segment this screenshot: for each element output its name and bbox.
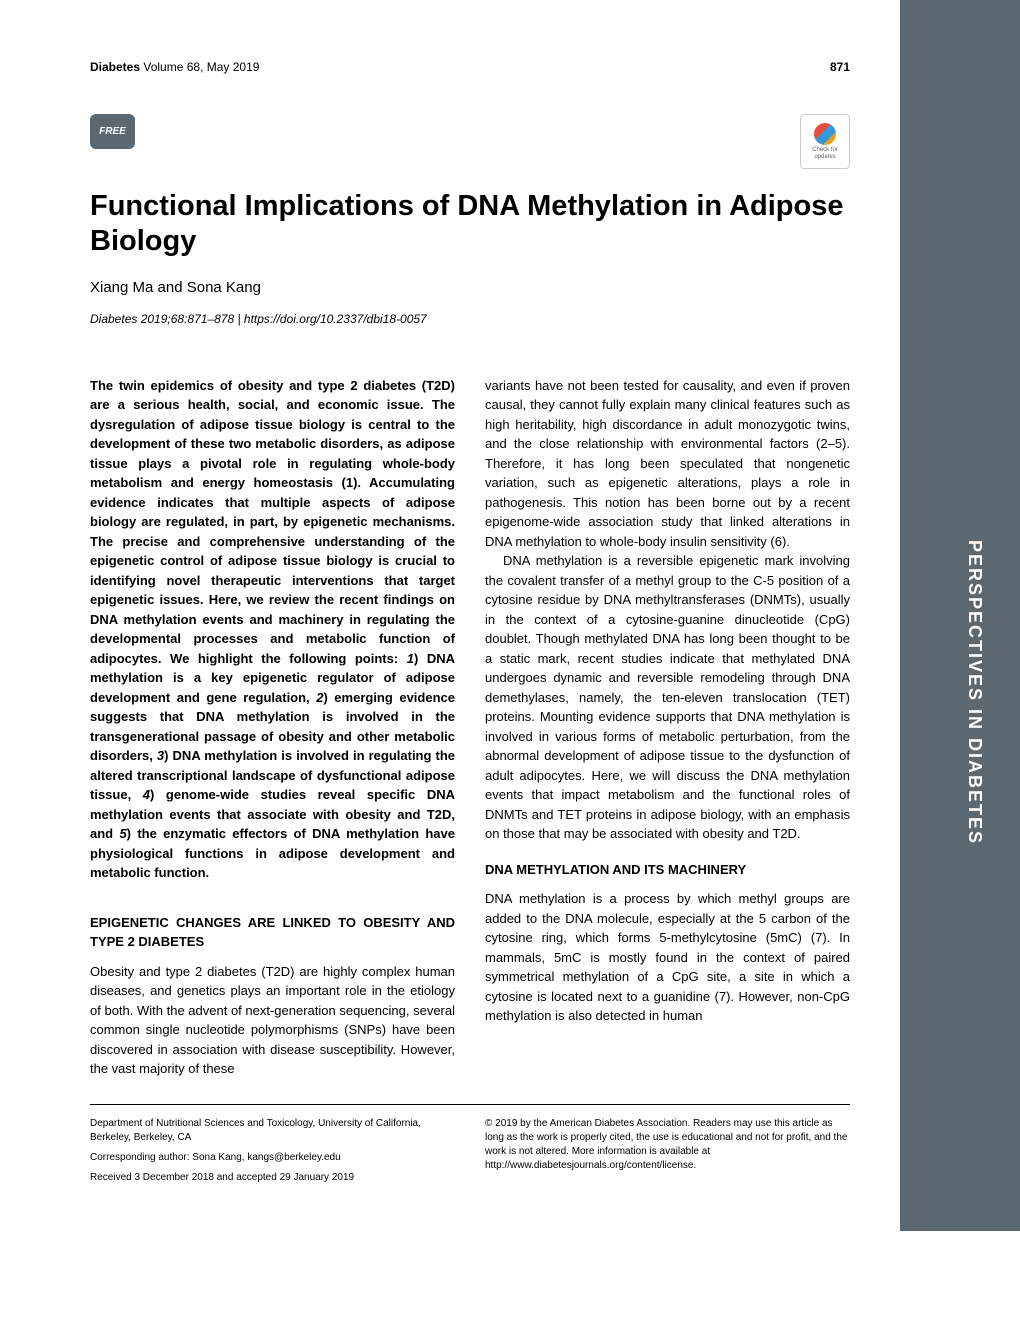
section2-p1: DNA methylation is a process by which me…: [485, 889, 850, 1026]
page-header: Diabetes Volume 68, May 2019 871: [90, 60, 850, 74]
footer-right: © 2019 by the American Diabetes Associat…: [485, 1117, 850, 1191]
left-column: The twin epidemics of obesity and type 2…: [90, 376, 455, 1079]
crossmark-badge[interactable]: Check for updates: [800, 114, 850, 169]
journal-name: Diabetes: [90, 60, 140, 74]
page-number: 871: [830, 60, 850, 74]
body-columns: The twin epidemics of obesity and type 2…: [90, 376, 850, 1079]
badge-row: FREE Check for updates: [90, 114, 850, 169]
authors: Xiang Ma and Sona Kang: [90, 279, 850, 296]
doi-line: Diabetes 2019;68:871–878 | https://doi.o…: [90, 312, 850, 326]
main-content: Diabetes Volume 68, May 2019 871 FREE Ch…: [0, 0, 900, 1231]
footer-left: Department of Nutritional Sciences and T…: [90, 1117, 455, 1191]
received-date: Received 3 December 2018 and accepted 29…: [90, 1171, 455, 1185]
corresponding-author: Corresponding author: Sona Kang, kangs@b…: [90, 1151, 455, 1165]
free-badge-icon: FREE: [90, 114, 135, 149]
crossmark-icon: [814, 123, 836, 145]
section2-heading: DNA METHYLATION AND ITS MACHINERY: [485, 860, 850, 880]
section1-p3: DNA methylation is a reversible epigenet…: [485, 551, 850, 844]
footer: Department of Nutritional Sciences and T…: [90, 1104, 850, 1191]
article-title: Functional Implications of DNA Methylati…: [90, 189, 850, 259]
affiliation: Department of Nutritional Sciences and T…: [90, 1117, 455, 1145]
volume-info: Volume 68, May 2019: [143, 60, 259, 74]
section1-heading: EPIGENETIC CHANGES ARE LINKED TO OBESITY…: [90, 913, 455, 952]
copyright: © 2019 by the American Diabetes Associat…: [485, 1117, 850, 1173]
crossmark-label: Check for updates: [804, 147, 846, 160]
section1-p1: Obesity and type 2 diabetes (T2D) are hi…: [90, 962, 455, 1079]
journal-info: Diabetes Volume 68, May 2019: [90, 60, 259, 74]
sidebar-label: PERSPECTIVES IN DIABETES: [964, 540, 985, 845]
right-column: variants have not been tested for causal…: [485, 376, 850, 1079]
abstract: The twin epidemics of obesity and type 2…: [90, 376, 455, 883]
section1-p2: variants have not been tested for causal…: [485, 376, 850, 552]
sidebar: PERSPECTIVES IN DIABETES: [900, 0, 1020, 1231]
